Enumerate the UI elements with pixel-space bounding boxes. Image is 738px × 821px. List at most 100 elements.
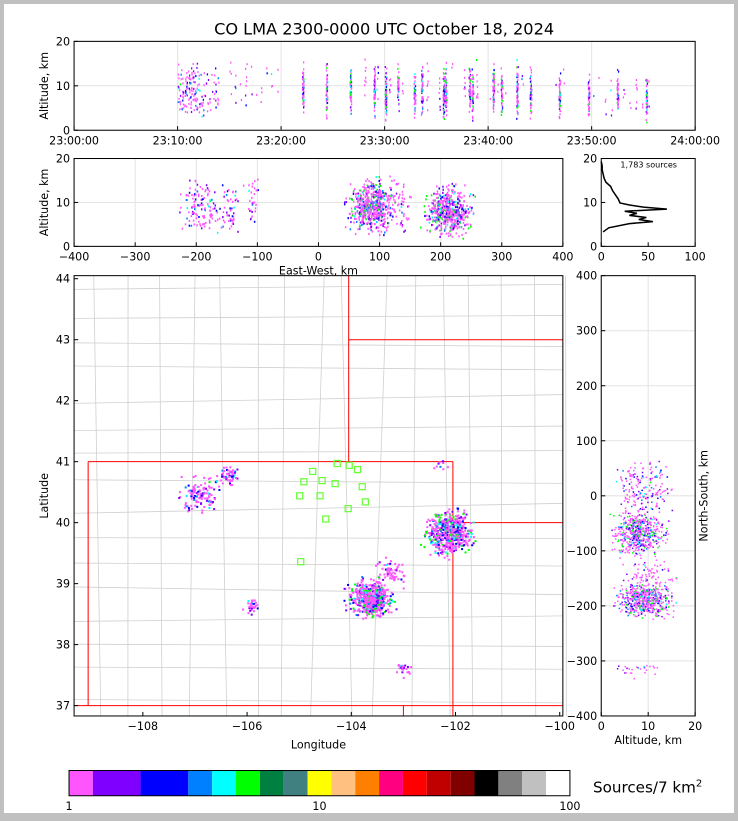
source-point [463, 533, 465, 535]
source-point [659, 477, 661, 479]
source-point [359, 588, 361, 590]
source-point [250, 603, 252, 605]
source-point [439, 88, 440, 90]
source-point [664, 568, 666, 570]
source-point [671, 597, 673, 599]
source-point [206, 83, 207, 85]
source-point [530, 81, 531, 83]
source-point [368, 185, 370, 187]
source-point [635, 607, 637, 609]
source-point [204, 492, 206, 494]
source-point [374, 74, 375, 76]
source-point [505, 92, 506, 94]
source-point [463, 228, 465, 230]
source-point [226, 212, 228, 214]
source-point [379, 183, 381, 185]
source-point [647, 608, 649, 610]
source-point [617, 69, 618, 71]
source-point [625, 512, 627, 514]
source-point [455, 520, 457, 522]
source-point [229, 471, 231, 473]
source-point [222, 216, 224, 218]
source-point [629, 496, 631, 498]
source-point [261, 101, 262, 103]
source-point [391, 611, 393, 613]
source-point [611, 114, 612, 116]
source-point [442, 525, 444, 527]
source-point [564, 82, 565, 84]
source-point [261, 91, 262, 93]
source-point [346, 201, 348, 203]
plot-area [601, 159, 695, 247]
source-point [206, 184, 208, 186]
source-point [204, 225, 206, 227]
source-point [303, 92, 304, 94]
source-point [203, 109, 204, 111]
source-point [257, 607, 259, 609]
source-point [385, 610, 387, 612]
source-point [431, 528, 433, 530]
source-point [230, 62, 231, 64]
source-point [353, 201, 355, 203]
source-point [632, 591, 634, 593]
source-point [188, 490, 190, 492]
source-point [450, 226, 452, 228]
source-point [248, 600, 250, 602]
source-point [473, 78, 474, 80]
source-point [476, 59, 477, 61]
source-point [449, 198, 451, 200]
source-point [649, 490, 651, 492]
source-point [401, 668, 403, 670]
source-point [201, 498, 203, 500]
source-point [350, 110, 351, 112]
source-point [644, 565, 646, 567]
source-point [377, 227, 379, 229]
source-point [476, 74, 477, 76]
y-tick-label: 0 [590, 490, 597, 503]
source-point [634, 495, 636, 497]
y-tick-label: 100 [576, 435, 597, 448]
source-point [359, 596, 361, 598]
x-tick-label: −200 [181, 251, 211, 264]
source-point [627, 597, 629, 599]
source-point [493, 73, 494, 75]
source-point [630, 609, 632, 611]
source-point [188, 70, 189, 72]
source-point [617, 93, 618, 95]
plot-area [74, 276, 563, 716]
source-point [191, 111, 192, 113]
y-tick-label: 0 [63, 124, 70, 137]
source-point [427, 81, 428, 83]
source-point [214, 498, 216, 500]
source-point [457, 206, 459, 208]
source-point [443, 80, 444, 82]
source-point [363, 602, 365, 604]
source-point [640, 557, 642, 559]
source-point [443, 97, 444, 99]
source-point [636, 588, 638, 590]
source-point [388, 603, 390, 605]
source-point [356, 596, 358, 598]
source-point [195, 90, 196, 92]
source-point [243, 185, 245, 187]
source-point [378, 186, 380, 188]
source-point [369, 223, 371, 225]
source-point [230, 198, 232, 200]
source-point [209, 101, 210, 103]
source-point [387, 609, 389, 611]
source-point [446, 233, 448, 235]
source-point [621, 503, 623, 505]
source-point [470, 100, 471, 102]
source-point [666, 587, 668, 589]
source-point [645, 600, 647, 602]
source-point [382, 225, 384, 227]
source-point [441, 209, 443, 211]
source-point [198, 216, 200, 218]
source-point [672, 616, 674, 618]
source-point [646, 121, 647, 123]
source-point [453, 538, 455, 540]
source-point [501, 102, 502, 104]
source-point [655, 590, 657, 592]
source-point [443, 72, 444, 74]
source-point [654, 589, 656, 591]
